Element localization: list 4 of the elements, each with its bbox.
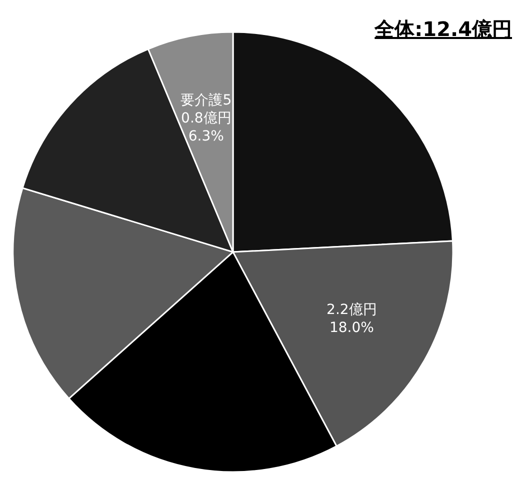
data-label: 0.8億円 6.3% <box>181 110 232 144</box>
slice-label: 要介護5 <box>180 92 232 108</box>
data-label: 2.2億円 18.0% <box>326 302 377 336</box>
chart-title: 全体:12.4億円 <box>374 17 512 41</box>
